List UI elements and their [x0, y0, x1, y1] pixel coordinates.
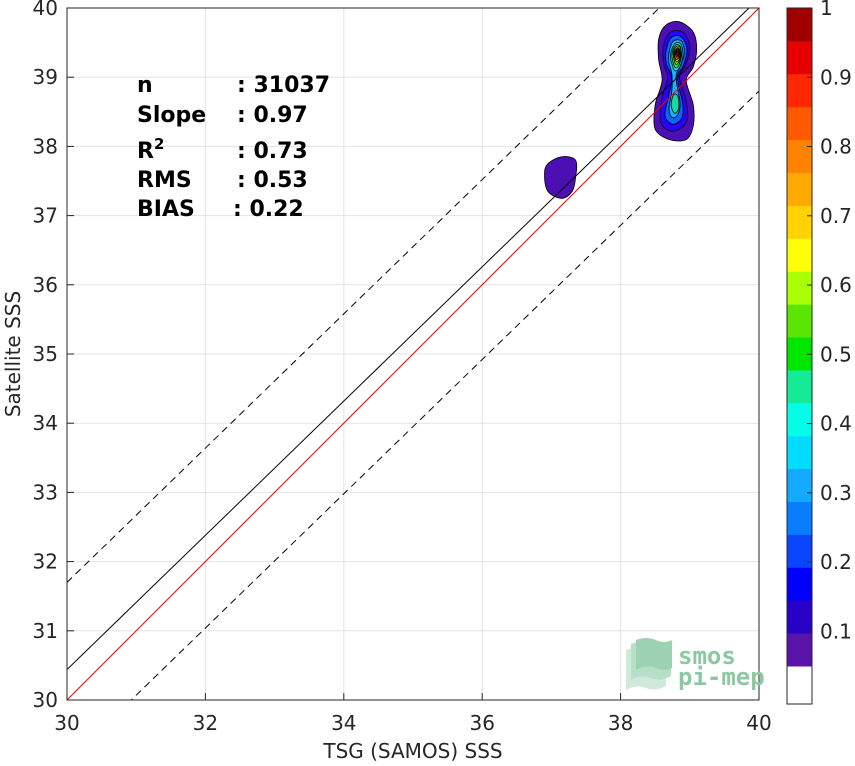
stat-name: Slope: [137, 103, 206, 128]
contour-level-0-45: [670, 93, 680, 114]
colorbar-tick-label: 0.9: [820, 65, 852, 89]
colorbar-tick-label: 0.4: [820, 412, 852, 436]
y-tick-label: 30: [33, 688, 58, 712]
colorbar-band: [787, 369, 812, 404]
y-axis-ticks: 30 31 32 33 34 35 36 37 38 39 40: [33, 0, 74, 712]
y-tick-label: 31: [33, 619, 58, 643]
y-tick-label: 34: [33, 411, 58, 435]
y-tick-label: 36: [33, 273, 58, 297]
y-tick-label: 33: [33, 480, 58, 504]
colorbar-band: [787, 567, 812, 601]
contour-level-0-05: [544, 156, 578, 199]
stat-name: RMS: [137, 168, 192, 193]
colorbar-band: [787, 205, 812, 239]
colorbar-bands: [787, 8, 812, 704]
grid-lines: [66, 7, 760, 701]
x-tick-label: 30: [54, 711, 79, 735]
logo-waves-icon: [626, 638, 672, 690]
stat-value: : 0.22: [233, 197, 304, 222]
colorbar-tick-label: 0.2: [820, 550, 852, 574]
colorbar-ticks: 0.1 0.2 0.3 0.4 0.5 0.6 0.7 0.8 0.9 1: [807, 0, 852, 643]
stat-name: BIAS: [137, 197, 195, 222]
fit-lower-line: [130, 90, 759, 700]
x-tick-label: 36: [469, 711, 494, 735]
colorbar-tick-label: 0.3: [820, 481, 852, 505]
colorbar-band: [787, 534, 812, 568]
colorbar-tick-label: 0.7: [820, 204, 852, 228]
x-tick-label: 40: [746, 711, 771, 735]
colorbar-tick-label: 0.8: [820, 135, 852, 159]
x-tick-label: 34: [331, 711, 356, 735]
colorbar-band: [787, 633, 812, 667]
smos-pimep-logo: smos pi-mep: [626, 638, 765, 691]
colorbar-tick-label: 0.6: [820, 273, 852, 297]
contour-level-1: [675, 50, 679, 56]
colorbar-band: [787, 40, 812, 75]
colorbar-band: [787, 468, 812, 502]
stat-name: n: [137, 73, 153, 98]
reference-lines: [67, 8, 759, 700]
y-tick-label: 40: [33, 0, 58, 20]
one-to-one-line: [67, 8, 759, 700]
colorbar-band: [787, 435, 812, 470]
colorbar-band: [787, 73, 812, 108]
colorbar-band: [787, 8, 812, 42]
colorbar-band: [787, 271, 812, 305]
colorbar-frame: [786, 7, 813, 705]
colorbar-band: [787, 238, 812, 272]
stat-value: : 0.53: [237, 168, 308, 193]
colorbar-band: [787, 666, 812, 704]
stat-value: : 0.97: [237, 103, 308, 128]
x-axis-label: TSG (SAMOS) SSS: [322, 739, 502, 763]
logo-text-smos: smos: [678, 642, 736, 670]
stat-value: : 31037: [237, 73, 330, 98]
fit-upper-line: [67, 8, 660, 583]
colorbar-tick-label: 0.1: [820, 619, 852, 643]
colorbar-band: [787, 501, 812, 535]
colorbar-band: [787, 106, 812, 141]
y-tick-label: 37: [33, 204, 58, 228]
density-contours: [544, 21, 698, 199]
y-tick-label: 35: [33, 342, 58, 366]
x-tick-label: 38: [608, 711, 633, 735]
fit-line: [67, 8, 750, 670]
x-axis-ticks: 30 32 34 36 38 40: [54, 693, 772, 735]
colorbar-tick-label: 0.5: [820, 342, 852, 366]
colorbar-band: [787, 402, 812, 437]
x-tick-label: 32: [193, 711, 218, 735]
y-tick-label: 32: [33, 550, 58, 574]
y-tick-label: 39: [33, 65, 58, 89]
colorbar-tick-label: 1: [820, 0, 833, 20]
colorbar: 0.1 0.2 0.3 0.4 0.5 0.6 0.7 0.8 0.9 1: [786, 0, 852, 705]
colorbar-band: [787, 337, 812, 371]
colorbar-band: [787, 172, 812, 206]
y-axis-label: Satellite SSS: [1, 291, 25, 417]
colorbar-band: [787, 600, 812, 634]
y-tick-label: 38: [33, 134, 58, 158]
colorbar-band: [787, 304, 812, 338]
logo-text-pimep: pi-mep: [678, 663, 765, 691]
colorbar-band: [787, 139, 812, 173]
stat-value: : 0.73: [237, 139, 308, 164]
